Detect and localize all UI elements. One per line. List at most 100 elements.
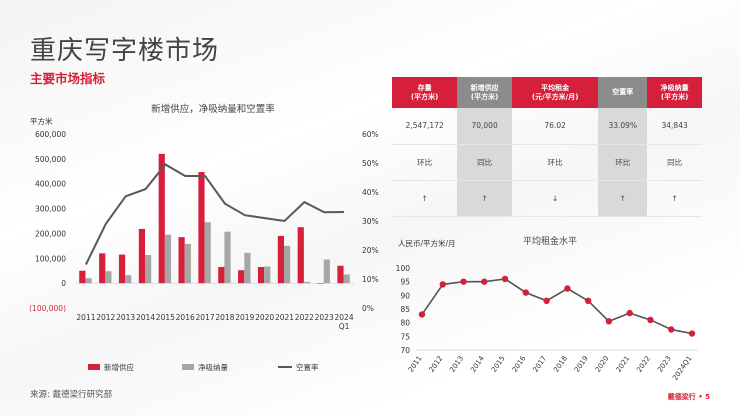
bar-net-absorption <box>284 245 291 284</box>
y-axis-label: 平方米 <box>30 116 53 126</box>
bar-net-absorption <box>303 281 311 284</box>
y-tick-label: 300,000 <box>35 205 66 214</box>
page-title: 重庆写字楼市场 <box>30 36 220 66</box>
market-indicators-table: 存量 (平方米) 新增供应 (平方米) 平均租金 (元/平方米/月) 空置率 净吸纳量 (平方米… <box>392 77 702 217</box>
trend-arrow: ↑ <box>647 180 702 217</box>
table-header-cell: 新增供应 (平方米) <box>457 77 512 108</box>
rent-x-tick-label: 2020 <box>594 355 611 374</box>
bar-new-supply <box>297 227 304 284</box>
supply-absorption-vacancy-chart: 新增供应，净吸纳量和空置率 平方米 (100,000) 0 100,000 200,0… <box>29 103 379 372</box>
rent-point <box>522 289 530 296</box>
table-header-cell: 净吸纳量 (平方米) <box>647 77 702 108</box>
bar-net-absorption <box>204 222 211 284</box>
y-tick-label: 600,000 <box>35 130 66 139</box>
rent-point <box>501 275 509 283</box>
x-tick-label: 2018 <box>215 313 234 322</box>
table-cell: 33.09% <box>598 108 648 145</box>
x-tick-label: 2022 <box>295 313 314 322</box>
bar-new-supply <box>99 253 106 284</box>
rent-y-tick-label: 95 <box>400 278 410 287</box>
rent-y-axis-label: 人民币/平方米/月 <box>398 238 456 248</box>
rent-y-tick-label: 75 <box>400 332 410 341</box>
bar-net-absorption <box>264 266 271 284</box>
y2-tick-label: 0% <box>362 304 374 313</box>
rent-x-tick-label: 2024Q1 <box>671 355 693 382</box>
rent-chart-title: 平均租金水平 <box>523 235 577 247</box>
x-tick-label: 2016 <box>176 313 195 322</box>
rent-x-tick-label: 2012 <box>428 355 445 374</box>
y-tick-label: 0 <box>61 279 66 288</box>
bar-new-supply <box>257 266 265 284</box>
table-row: 2,547,172 70,000 76.02 33.09% 34,843 <box>392 108 702 145</box>
table-header-cell: 空置率 <box>598 77 648 108</box>
table-cell: 70,000 <box>457 108 512 145</box>
rent-x-tick-label: 2013 <box>448 355 465 374</box>
bar-net-absorption <box>184 243 191 284</box>
bar-new-supply <box>238 270 245 284</box>
bar-net-absorption <box>343 274 350 284</box>
trend-arrow: ↑ <box>392 180 458 217</box>
y-tick-label: (100,000) <box>29 304 66 313</box>
bar-new-supply <box>337 265 344 284</box>
bar-net-absorption <box>164 234 172 284</box>
y2-tick-label: 40% <box>362 188 379 197</box>
bar-new-supply <box>158 153 165 284</box>
rent-point <box>481 278 488 285</box>
y2-tick-label: 10% <box>362 275 379 284</box>
table-cell: 环比 <box>598 144 648 181</box>
rent-x-tick-label: 2018 <box>552 355 569 374</box>
rent-x-tick-label: 2016 <box>511 354 528 374</box>
rent-x-tick-label: 2014 <box>469 354 486 374</box>
rent-point <box>668 326 675 333</box>
table-row: ↑ ↑ ↓ ↑ ↑ <box>392 180 702 217</box>
page-subtitle: 主要市场指标 <box>30 71 106 86</box>
y-tick-label: 400,000 <box>35 180 66 189</box>
y-tick-label: 200,000 <box>35 229 66 238</box>
rent-y-tick-label: 100 <box>396 264 411 273</box>
table-header-row: 存量 (平方米) 新增供应 (平方米) 平均租金 (元/平方米/月) 空置率 净吸纳量 (平方米… <box>392 77 702 108</box>
bar-new-supply <box>138 228 145 284</box>
trend-arrow: ↓ <box>511 180 599 217</box>
x-tick-label: 2020 <box>255 313 274 322</box>
x-tick-label: 2021 <box>275 313 294 322</box>
y2-tick-label: 30% <box>362 217 379 226</box>
bar-net-absorption <box>105 271 112 284</box>
rent-line <box>421 278 693 335</box>
table-header-cell: 存量 (平方米) <box>392 77 458 108</box>
y2-tick-label: 50% <box>362 159 379 168</box>
rent-x-tick-label: 2019 <box>573 355 590 374</box>
y-tick-label: 500,000 <box>35 155 66 164</box>
x-tick-label: 2024 Q1 <box>335 313 354 331</box>
rent-x-tick-label: 2022 <box>635 355 652 374</box>
rent-y-tick-label: 85 <box>400 305 410 314</box>
table-cell: 环比 <box>511 144 599 181</box>
rent-point <box>688 330 696 337</box>
rent-point <box>460 278 467 285</box>
x-tick-label: 2015 <box>156 313 175 322</box>
bar-net-absorption <box>224 231 231 284</box>
legend-label: 新增供应 <box>104 362 134 372</box>
y2-tick-label: 60% <box>362 130 379 139</box>
rent-y-tick-label: 80 <box>400 319 410 328</box>
trend-arrow: ↑ <box>457 180 512 217</box>
table-cell: 同比 <box>457 144 512 181</box>
table-cell: 2,547,172 <box>392 108 458 145</box>
trend-arrow: ↑ <box>598 180 648 217</box>
rent-x-tick-label: 2023 <box>656 355 673 374</box>
legend-label: 净吸纳量 <box>198 362 228 372</box>
table-cell: 76.02 <box>511 108 599 145</box>
x-tick-label: 2011 <box>76 313 95 322</box>
x-tick-label: 2019 <box>235 313 254 322</box>
bar-net-absorption <box>323 259 330 284</box>
x-tick-label: 2013 <box>116 313 135 322</box>
x-tick-label: 2014 <box>136 313 155 322</box>
legend-swatch <box>88 364 100 370</box>
bar-new-supply <box>277 235 284 284</box>
bar-net-absorption <box>85 278 92 284</box>
y-tick-label: 100,000 <box>35 254 66 263</box>
bar-new-supply <box>198 172 205 284</box>
bar-new-supply <box>317 283 324 284</box>
rent-point <box>605 318 613 325</box>
bar-new-supply <box>218 266 225 284</box>
